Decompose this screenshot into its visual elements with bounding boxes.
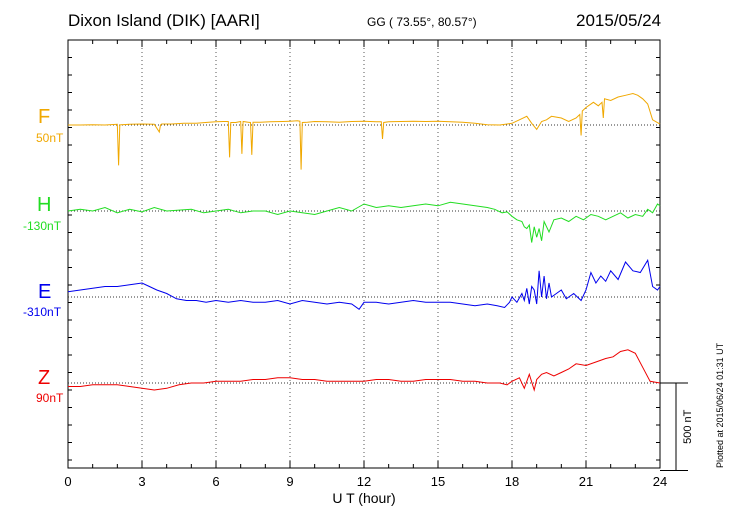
x-tick-label: 18	[505, 474, 519, 489]
x-tick-label: 6	[212, 474, 219, 489]
scale-bar: 500 nT	[660, 382, 694, 471]
series-lines	[67, 92, 661, 392]
station-title: Dixon Island (DIK) [AARI]	[68, 11, 260, 30]
x-tick-labels: 0 3 6 9 12 15 18 21 24	[64, 474, 667, 489]
baseline-label-e: -310nT	[23, 305, 62, 319]
component-label-e: E	[38, 281, 52, 303]
baseline-label-f: 50nT	[36, 131, 64, 145]
component-label-f: F	[38, 106, 51, 128]
baseline-label-h: -130nT	[23, 219, 62, 233]
series-line-f	[68, 92, 661, 170]
component-label-z: Z	[38, 367, 51, 389]
axis-ticks	[67, 40, 661, 468]
baseline-label-z: 90nT	[36, 391, 64, 405]
series-line-h	[67, 201, 661, 243]
series-line-e	[67, 258, 661, 311]
plotted-timestamp: Plotted at 2015/06/24 01:31 UT	[715, 342, 725, 468]
component-label-h: H	[37, 194, 52, 216]
scale-bar-label: 500 nT	[682, 409, 694, 444]
grid	[141, 40, 587, 468]
geo-coordinates: GG ( 73.55°, 80.57°)	[367, 15, 477, 29]
x-tick-label: 3	[138, 474, 145, 489]
x-tick-label: 15	[431, 474, 445, 489]
x-axis-label: U T (hour)	[332, 490, 395, 506]
series-line-z	[68, 349, 661, 392]
chart-date: 2015/05/24	[576, 11, 662, 30]
x-tick-label: 21	[579, 474, 593, 489]
x-tick-label: 0	[64, 474, 71, 489]
x-tick-label: 9	[286, 474, 293, 489]
x-tick-label: 24	[653, 474, 667, 489]
x-tick-label: 12	[357, 474, 371, 489]
